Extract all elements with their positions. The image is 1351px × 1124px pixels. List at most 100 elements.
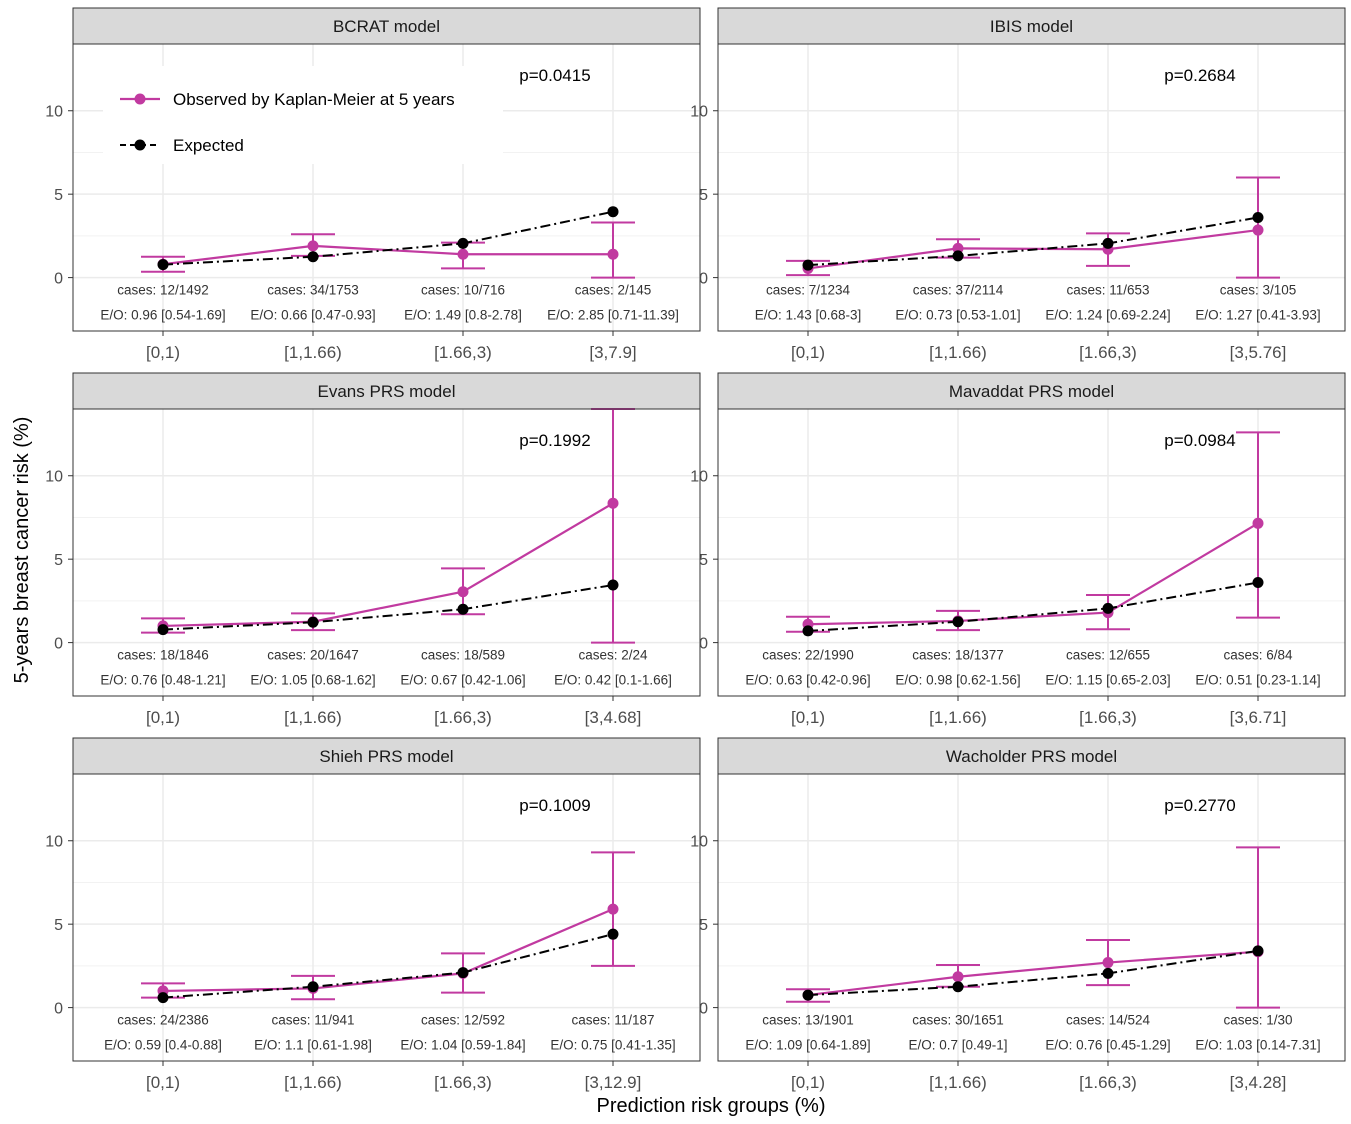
cases-label: cases: 18/1377 bbox=[912, 647, 1004, 662]
eo-label: E/O: 1.24 [0.69-2.24] bbox=[1045, 307, 1170, 322]
panel-4: Mavaddat PRS model 0 5 10 [0,1) [1,1.66) [1.66… bbox=[690, 372, 1346, 727]
x-tick-label: [0,1) bbox=[791, 343, 825, 362]
y-tick-label: 0 bbox=[699, 1001, 708, 1018]
eo-label: E/O: 0.73 [0.53-1.01] bbox=[895, 307, 1020, 322]
eo-label: E/O: 1.03 [0.14-7.31] bbox=[1195, 1037, 1320, 1052]
x-tick-label: [1.66,3) bbox=[434, 343, 492, 362]
observed-point bbox=[307, 240, 319, 252]
observed-line bbox=[807, 950, 1259, 997]
expected-point bbox=[157, 259, 169, 271]
panel-title: IBIS model bbox=[990, 17, 1073, 36]
legend-expected-label: Expected bbox=[173, 136, 244, 155]
cases-label: cases: 12/1492 bbox=[117, 282, 209, 297]
expected-point bbox=[457, 237, 469, 249]
x-tick-label: [1.66,3) bbox=[1079, 343, 1137, 362]
x-tick-label: [1.66,3) bbox=[434, 708, 492, 727]
panel-border bbox=[72, 408, 701, 697]
expected-point bbox=[157, 624, 169, 636]
x-tick-label: [3,6.71] bbox=[1230, 708, 1287, 727]
eo-label: E/O: 0.42 [0.1-1.66] bbox=[554, 672, 672, 687]
x-tick-label: [3,4.68] bbox=[585, 708, 642, 727]
p-value-label: p=0.1992 bbox=[519, 431, 590, 450]
panel-title: Evans PRS model bbox=[318, 382, 456, 401]
x-tick-label: [1,1.66) bbox=[929, 708, 987, 727]
expected-point bbox=[607, 206, 619, 218]
cases-label: cases: 18/589 bbox=[421, 647, 505, 662]
panel-border bbox=[717, 773, 1346, 1062]
x-tick-label: [1,1.66) bbox=[284, 343, 342, 362]
panel-3: Evans PRS model 0 5 10 [0,1) [1,1.66) [1.66,3)… bbox=[45, 372, 701, 727]
eo-label: E/O: 0.76 [0.48-1.21] bbox=[100, 672, 225, 687]
observed-point bbox=[457, 248, 469, 260]
observed-point bbox=[1252, 224, 1264, 236]
observed-point bbox=[952, 971, 964, 983]
legend-observed-point bbox=[134, 93, 146, 105]
eo-label: E/O: 0.75 [0.41-1.35] bbox=[550, 1037, 675, 1052]
cases-label: cases: 3/105 bbox=[1220, 282, 1297, 297]
y-tick-label: 5 bbox=[54, 917, 63, 934]
x-tick-label: [1,1.66) bbox=[929, 1073, 987, 1092]
eo-label: E/O: 0.67 [0.42-1.06] bbox=[400, 672, 525, 687]
panel-border bbox=[717, 408, 1346, 697]
cases-label: cases: 2/145 bbox=[575, 282, 652, 297]
cases-label: cases: 12/655 bbox=[1066, 647, 1150, 662]
cases-label: cases: 24/2386 bbox=[117, 1012, 209, 1027]
expected-point bbox=[307, 251, 319, 263]
p-value-label: p=0.0415 bbox=[519, 66, 590, 85]
x-tick-label: [1.66,3) bbox=[434, 1073, 492, 1092]
observed-point bbox=[607, 248, 619, 260]
cases-label: cases: 10/716 bbox=[421, 282, 505, 297]
cases-label: cases: 11/653 bbox=[1066, 282, 1149, 297]
x-tick-label: [3,4.28] bbox=[1230, 1073, 1287, 1092]
x-axis-title: Prediction risk groups (%) bbox=[597, 1095, 826, 1117]
expected-point bbox=[1252, 212, 1264, 224]
observed-point bbox=[607, 497, 619, 509]
panel-2: IBIS model 0 5 10 [0,1) [1,1.66) [1.66,3) [3,5.… bbox=[690, 7, 1346, 362]
panel-background bbox=[73, 409, 700, 696]
eo-label: E/O: 0.51 [0.23-1.14] bbox=[1195, 672, 1320, 687]
x-tick-label: [3,7.9] bbox=[589, 343, 636, 362]
x-tick-label: [3,5.76] bbox=[1230, 343, 1287, 362]
legend-background bbox=[103, 66, 503, 164]
panel-border bbox=[72, 773, 701, 1062]
expected-line bbox=[807, 216, 1259, 267]
x-tick-label: [0,1) bbox=[791, 1073, 825, 1092]
y-tick-label: 0 bbox=[699, 636, 708, 653]
expected-point bbox=[1102, 602, 1114, 614]
eo-label: E/O: 0.59 [0.4-0.88] bbox=[104, 1037, 222, 1052]
cases-label: cases: 37/2114 bbox=[913, 282, 1004, 297]
eo-label: E/O: 1.43 [0.68-3] bbox=[755, 307, 862, 322]
panel-background bbox=[718, 44, 1345, 331]
cases-label: cases: 11/941 bbox=[271, 1012, 354, 1027]
eo-label: E/O: 2.85 [0.71-11.39] bbox=[547, 307, 679, 322]
expected-line bbox=[807, 949, 1259, 997]
observed-line bbox=[162, 502, 614, 628]
eo-label: E/O: 0.76 [0.45-1.29] bbox=[1045, 1037, 1170, 1052]
y-tick-label: 0 bbox=[54, 1001, 63, 1018]
expected-point bbox=[952, 981, 964, 993]
expected-point bbox=[607, 579, 619, 591]
y-tick-label: 10 bbox=[45, 834, 63, 851]
expected-line bbox=[162, 584, 614, 631]
expected-line bbox=[162, 933, 614, 999]
cases-label: cases: 20/1647 bbox=[267, 647, 359, 662]
legend-observed-label: Observed by Kaplan-Meier at 5 years bbox=[173, 90, 455, 109]
y-tick-label: 5 bbox=[54, 187, 63, 204]
panel-1: BCRAT model 0 5 10 [0,1) [1,1.66) [1.66,3) [3,7… bbox=[45, 7, 701, 362]
cases-label: cases: 6/84 bbox=[1223, 647, 1293, 662]
y-tick-label: 5 bbox=[54, 552, 63, 569]
expected-point bbox=[802, 989, 814, 1001]
expected-point bbox=[952, 250, 964, 262]
observed-point bbox=[457, 586, 469, 598]
p-value-label: p=0.2684 bbox=[1164, 66, 1235, 85]
cases-label: cases: 1/30 bbox=[1223, 1012, 1292, 1027]
x-tick-label: [1.66,3) bbox=[1079, 1073, 1137, 1092]
legend: Observed by Kaplan-Meier at 5 years Expec… bbox=[103, 66, 503, 164]
y-tick-label: 0 bbox=[54, 271, 63, 288]
y-tick-label: 10 bbox=[690, 469, 708, 486]
expected-line bbox=[807, 581, 1259, 632]
observed-point bbox=[1102, 957, 1114, 969]
expected-point bbox=[802, 259, 814, 271]
panel-5: Shieh PRS model 0 5 10 [0,1) [1,1.66) [1.66,3)… bbox=[45, 737, 701, 1092]
expected-point bbox=[1102, 967, 1114, 979]
